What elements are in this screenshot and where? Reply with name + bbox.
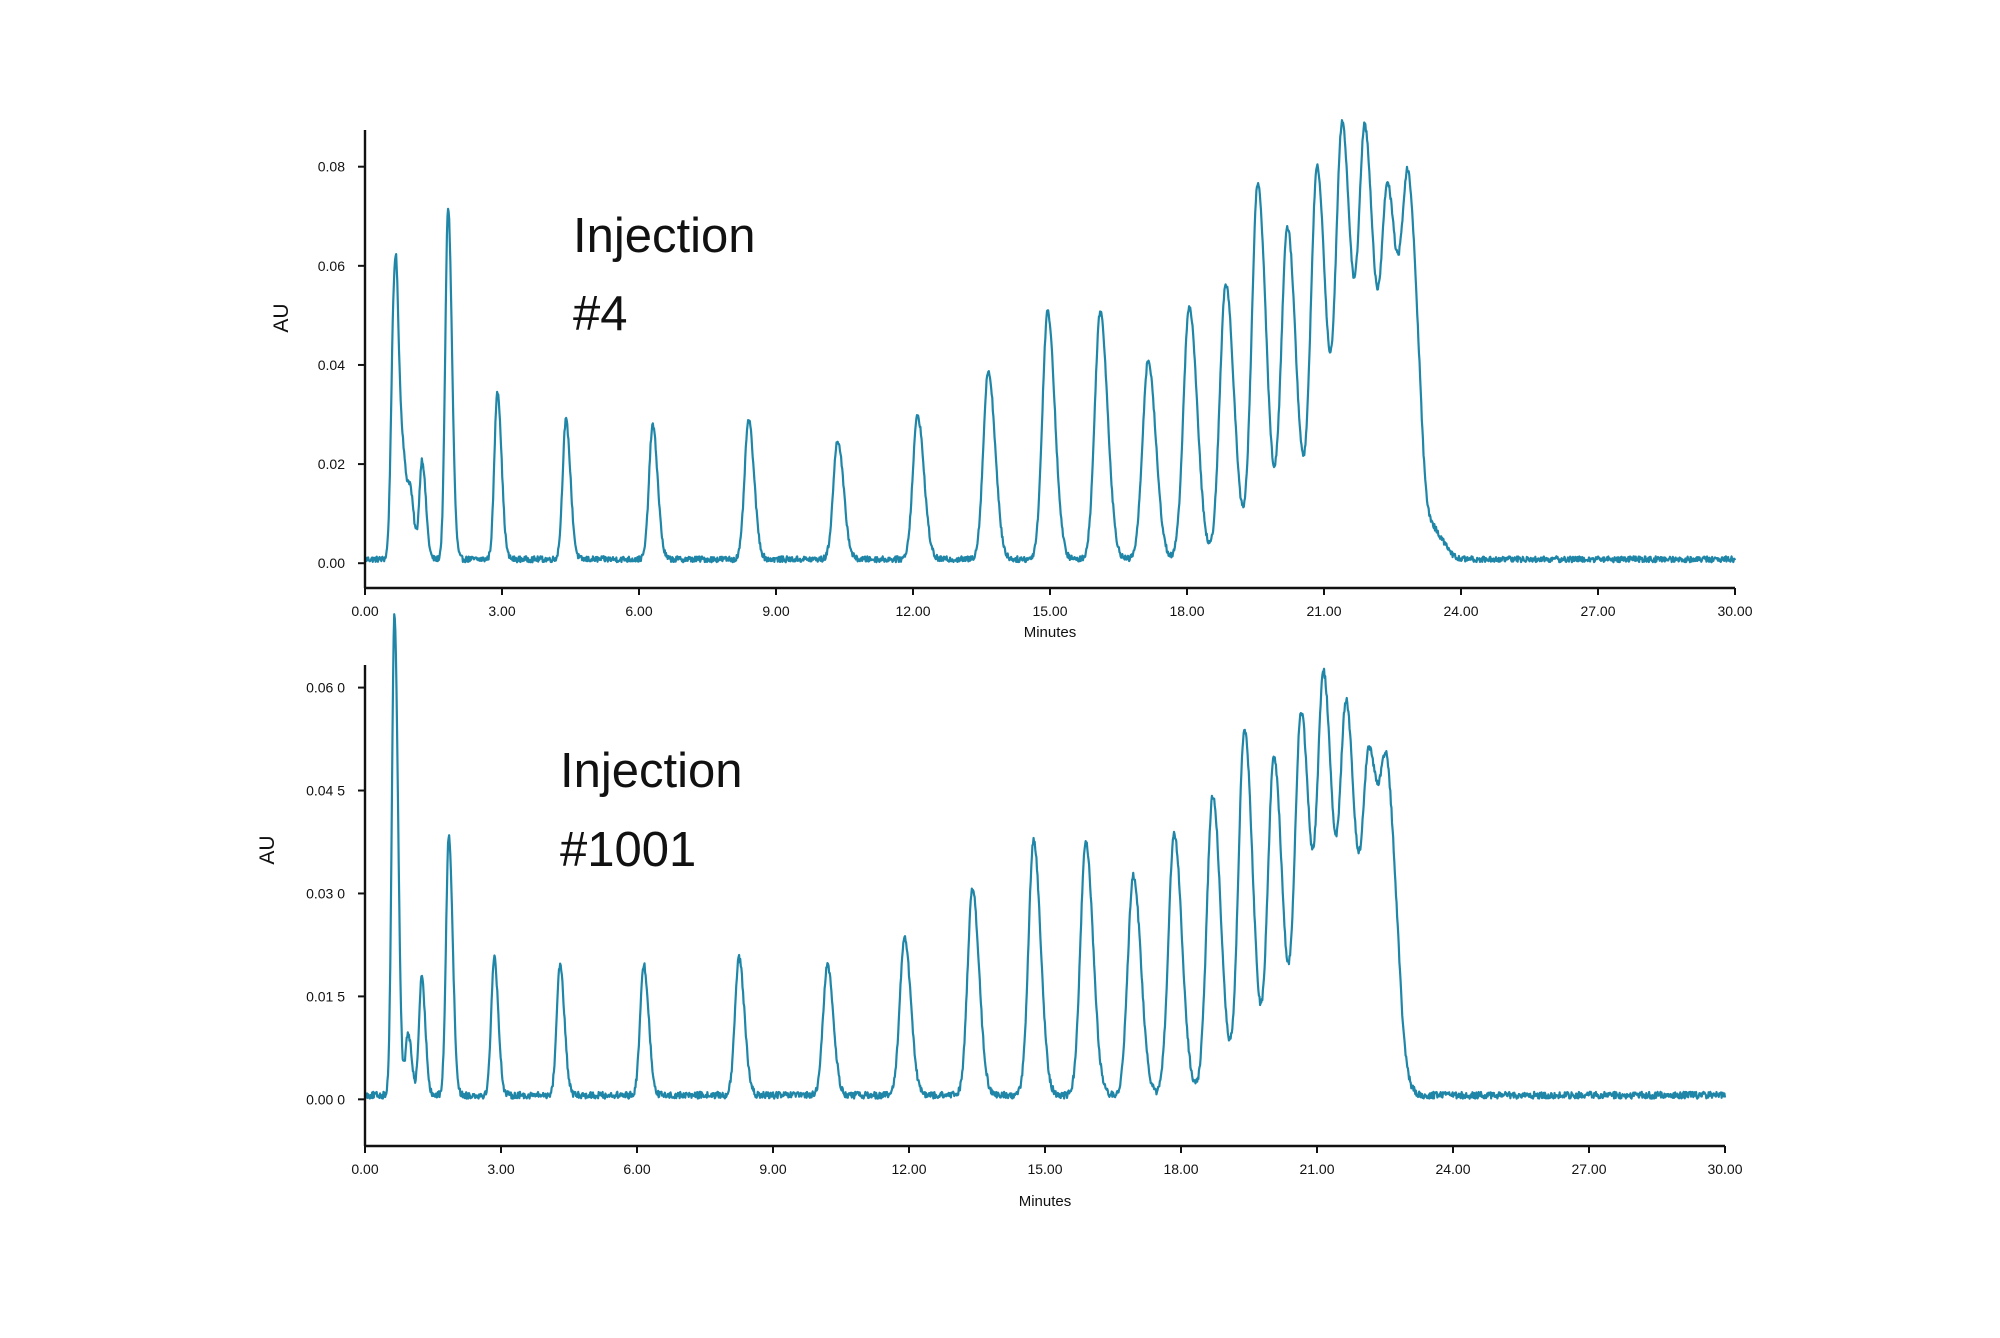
x-tick-label: 3.00	[487, 1161, 514, 1177]
x-tick-label: 30.00	[1717, 603, 1752, 619]
x-tick-label: 27.00	[1571, 1161, 1606, 1177]
injection-number: #1001	[560, 823, 696, 877]
y-tick-label: 0.08	[318, 159, 345, 175]
y-tick-label: 0.02	[318, 456, 345, 472]
x-tick-label: 24.00	[1443, 603, 1478, 619]
x-tick-label: 21.00	[1306, 603, 1341, 619]
x-tick-label: 24.00	[1435, 1161, 1470, 1177]
x-tick-label: 18.00	[1169, 603, 1204, 619]
x-tick-label: 9.00	[762, 603, 789, 619]
injection-label: Injection	[560, 744, 743, 798]
y-tick-label: 0.06 0	[306, 680, 345, 696]
x-tick-label: 21.00	[1299, 1161, 1334, 1177]
y-axis-title: AU	[270, 303, 293, 332]
x-tick-label: 3.00	[488, 603, 515, 619]
y-tick-label: 0.01 5	[306, 988, 345, 1004]
y-tick-label: 0.04	[318, 357, 345, 373]
x-tick-label: 0.00	[351, 603, 378, 619]
injection-label: Injection	[573, 209, 756, 263]
y-tick-label: 0.00 0	[306, 1091, 345, 1107]
y-tick-label: 0.03 0	[306, 885, 345, 901]
x-tick-label: 9.00	[759, 1161, 786, 1177]
x-tick-label: 12.00	[895, 603, 930, 619]
x-tick-label: 6.00	[625, 603, 652, 619]
x-tick-label: 6.00	[623, 1161, 650, 1177]
x-tick-label: 15.00	[1032, 603, 1067, 619]
chromatogram-trace	[364, 119, 1737, 564]
x-tick-label: 0.00	[351, 1161, 378, 1177]
x-axis-title: Minutes	[1019, 1193, 1072, 1210]
x-axis-title: Minutes	[1024, 624, 1077, 641]
x-tick-label: 30.00	[1707, 1161, 1742, 1177]
x-tick-label: 15.00	[1027, 1161, 1062, 1177]
y-tick-label: 0.00	[318, 555, 345, 571]
y-tick-label: 0.04 5	[306, 783, 345, 799]
x-tick-label: 18.00	[1163, 1161, 1198, 1177]
chromatogram-panel-2: 0.00 3.00 6.00 9.00 12.00 15.00 18.00 21.00 24.0…	[256, 613, 1743, 1210]
chromatogram-panel-1: 0.00 3.00 6.00 9.00 12.00 15.00 18.00 21.00 24.0…	[270, 119, 1753, 641]
injection-number: #4	[573, 287, 628, 341]
y-axis-title: AU	[256, 835, 279, 864]
y-tick-label: 0.06	[318, 258, 345, 274]
chromatogram-trace	[364, 613, 1727, 1100]
x-tick-label: 27.00	[1580, 603, 1615, 619]
x-tick-label: 12.00	[891, 1161, 926, 1177]
